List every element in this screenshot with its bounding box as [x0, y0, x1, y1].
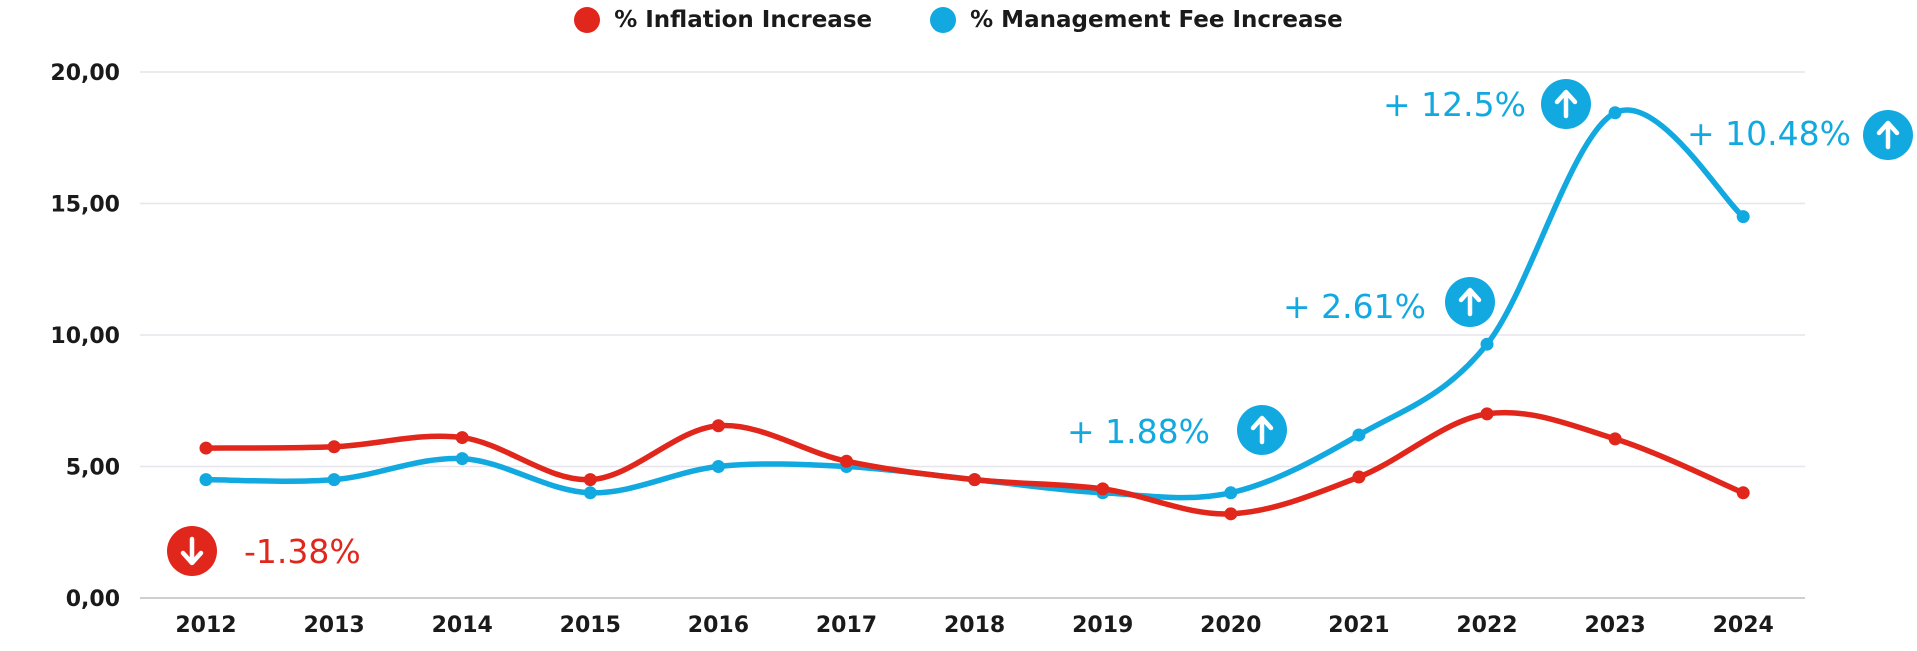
arrow-down-icon [167, 526, 217, 576]
x-tick-label: 2020 [1200, 613, 1261, 638]
data-point-management-fee [1480, 337, 1494, 351]
x-tick-label: 2018 [944, 613, 1005, 638]
y-tick-label: 15,00 [50, 193, 120, 218]
x-tick-label: 2014 [432, 613, 493, 638]
annotation: + 10.48% [1687, 110, 1913, 160]
arrow-up-icon [1445, 277, 1495, 327]
x-tick-label: 2023 [1584, 613, 1645, 638]
arrow-up-icon [1863, 110, 1913, 160]
annotation-label: + 10.48% [1687, 114, 1851, 153]
arrow-up-icon [1237, 405, 1287, 455]
x-tick-label: 2016 [688, 613, 749, 638]
data-point-management-fee [583, 486, 597, 500]
data-point-inflation [968, 473, 982, 487]
annotation-label: + 1.88% [1067, 412, 1210, 451]
x-tick-label: 2013 [303, 613, 364, 638]
data-point-management-fee [1608, 106, 1622, 120]
y-tick-label: 20,00 [50, 61, 120, 86]
annotation-label: + 2.61% [1283, 287, 1426, 326]
data-point-inflation [199, 441, 213, 455]
annotation: + 2.61% [1283, 277, 1495, 327]
legend-label-inflation: % Inflation Increase [614, 7, 873, 33]
x-tick-label: 2024 [1713, 613, 1774, 638]
series-line-management-fee [203, 107, 1746, 501]
legend: % Inflation Increase % Management Fee In… [0, 2, 1917, 38]
arrow-up-icon [1541, 79, 1591, 129]
data-point-management-fee [1352, 428, 1366, 442]
x-tick-label: 2022 [1456, 613, 1517, 638]
x-tick-label: 2019 [1072, 613, 1133, 638]
data-point-inflation [327, 440, 341, 454]
series-line-inflation [203, 409, 1746, 517]
legend-item-inflation[interactable]: % Inflation Increase [574, 7, 872, 33]
legend-label-management-fee: % Management Fee Increase [970, 7, 1343, 33]
data-point-inflation [1608, 432, 1622, 446]
y-tick-label: 0,00 [66, 587, 120, 612]
x-tick-label: 2017 [816, 613, 877, 638]
y-tick-label: 10,00 [50, 324, 120, 349]
annotation-label: -1.38% [244, 532, 361, 571]
data-point-management-fee [455, 452, 469, 466]
x-tick-label: 2021 [1328, 613, 1389, 638]
x-tick-label: 2015 [560, 613, 621, 638]
data-point-inflation [1736, 486, 1750, 500]
data-point-management-fee [199, 473, 213, 487]
annotation: + 12.5% [1383, 79, 1591, 129]
data-point-inflation [711, 419, 725, 433]
data-point-inflation [1480, 407, 1494, 421]
annotation-label: + 12.5% [1383, 85, 1526, 124]
data-point-management-fee [711, 460, 725, 473]
x-tick-label: 2012 [175, 613, 236, 638]
data-point-management-fee [327, 473, 341, 487]
annotation: -1.38% [167, 526, 361, 576]
data-point-inflation [1352, 470, 1366, 484]
legend-item-management-fee[interactable]: % Management Fee Increase [930, 7, 1343, 33]
data-point-management-fee [1736, 210, 1750, 224]
data-point-inflation [1096, 482, 1110, 496]
y-tick-label: 5,00 [66, 456, 120, 481]
data-point-management-fee [1224, 486, 1238, 500]
data-point-inflation [1224, 507, 1238, 521]
legend-marker-inflation [574, 7, 601, 33]
data-point-inflation [840, 454, 853, 468]
legend-marker-management-fee [930, 7, 957, 33]
annotation: + 1.88% [1067, 405, 1287, 455]
data-point-inflation [455, 431, 469, 445]
data-point-inflation [583, 473, 597, 487]
